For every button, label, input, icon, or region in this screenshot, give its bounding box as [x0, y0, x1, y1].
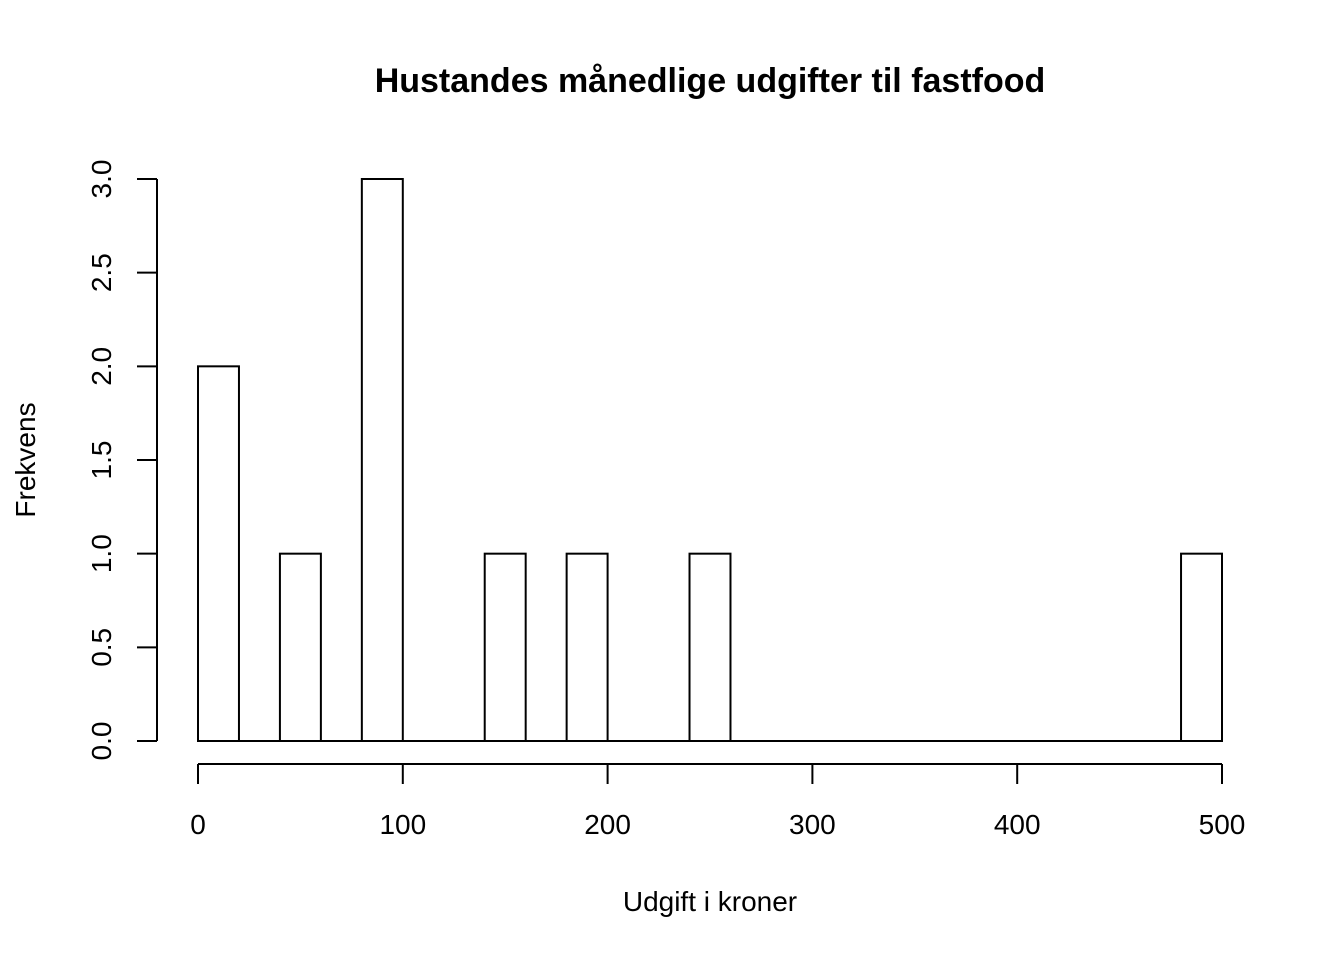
y-tick-label-6: 3.0 [86, 160, 117, 199]
histogram-bar-9 [565, 552, 609, 743]
y-tick-label-0: 0.0 [86, 722, 117, 761]
histogram-bar-24 [1180, 552, 1224, 743]
histogram-bar-0 [197, 365, 240, 742]
y-axis: 0.0 0.5 1.0 1.5 2.0 2.5 3.0 [86, 160, 158, 761]
x-tick-label-0: 0 [190, 809, 206, 840]
x-tick-label-2: 200 [584, 809, 631, 840]
y-tick-label-3: 1.5 [86, 441, 117, 480]
y-tick-label-1: 0.5 [86, 628, 117, 667]
x-tick-label-5: 500 [1199, 809, 1246, 840]
histogram-bar-12 [688, 552, 732, 743]
y-tick-label-4: 2.0 [86, 347, 117, 386]
x-axis: 0 100 200 300 400 500 [190, 763, 1246, 840]
chart-title: Hustandes månedlige udgifter til fastfoo… [375, 62, 1046, 100]
x-tick-label-1: 100 [379, 809, 426, 840]
x-axis-label: Udgift i kroner [623, 886, 797, 917]
histogram-bar-4 [360, 178, 404, 742]
y-axis-label: Frekvens [10, 402, 41, 517]
x-tick-label-3: 300 [789, 809, 836, 840]
x-tick-label-4: 400 [994, 809, 1041, 840]
y-tick-label-5: 2.5 [86, 253, 117, 292]
bars-layer [197, 178, 1224, 743]
histogram-bar-7 [483, 552, 527, 743]
histogram-bar-2 [278, 552, 322, 743]
y-tick-label-2: 1.0 [86, 534, 117, 573]
